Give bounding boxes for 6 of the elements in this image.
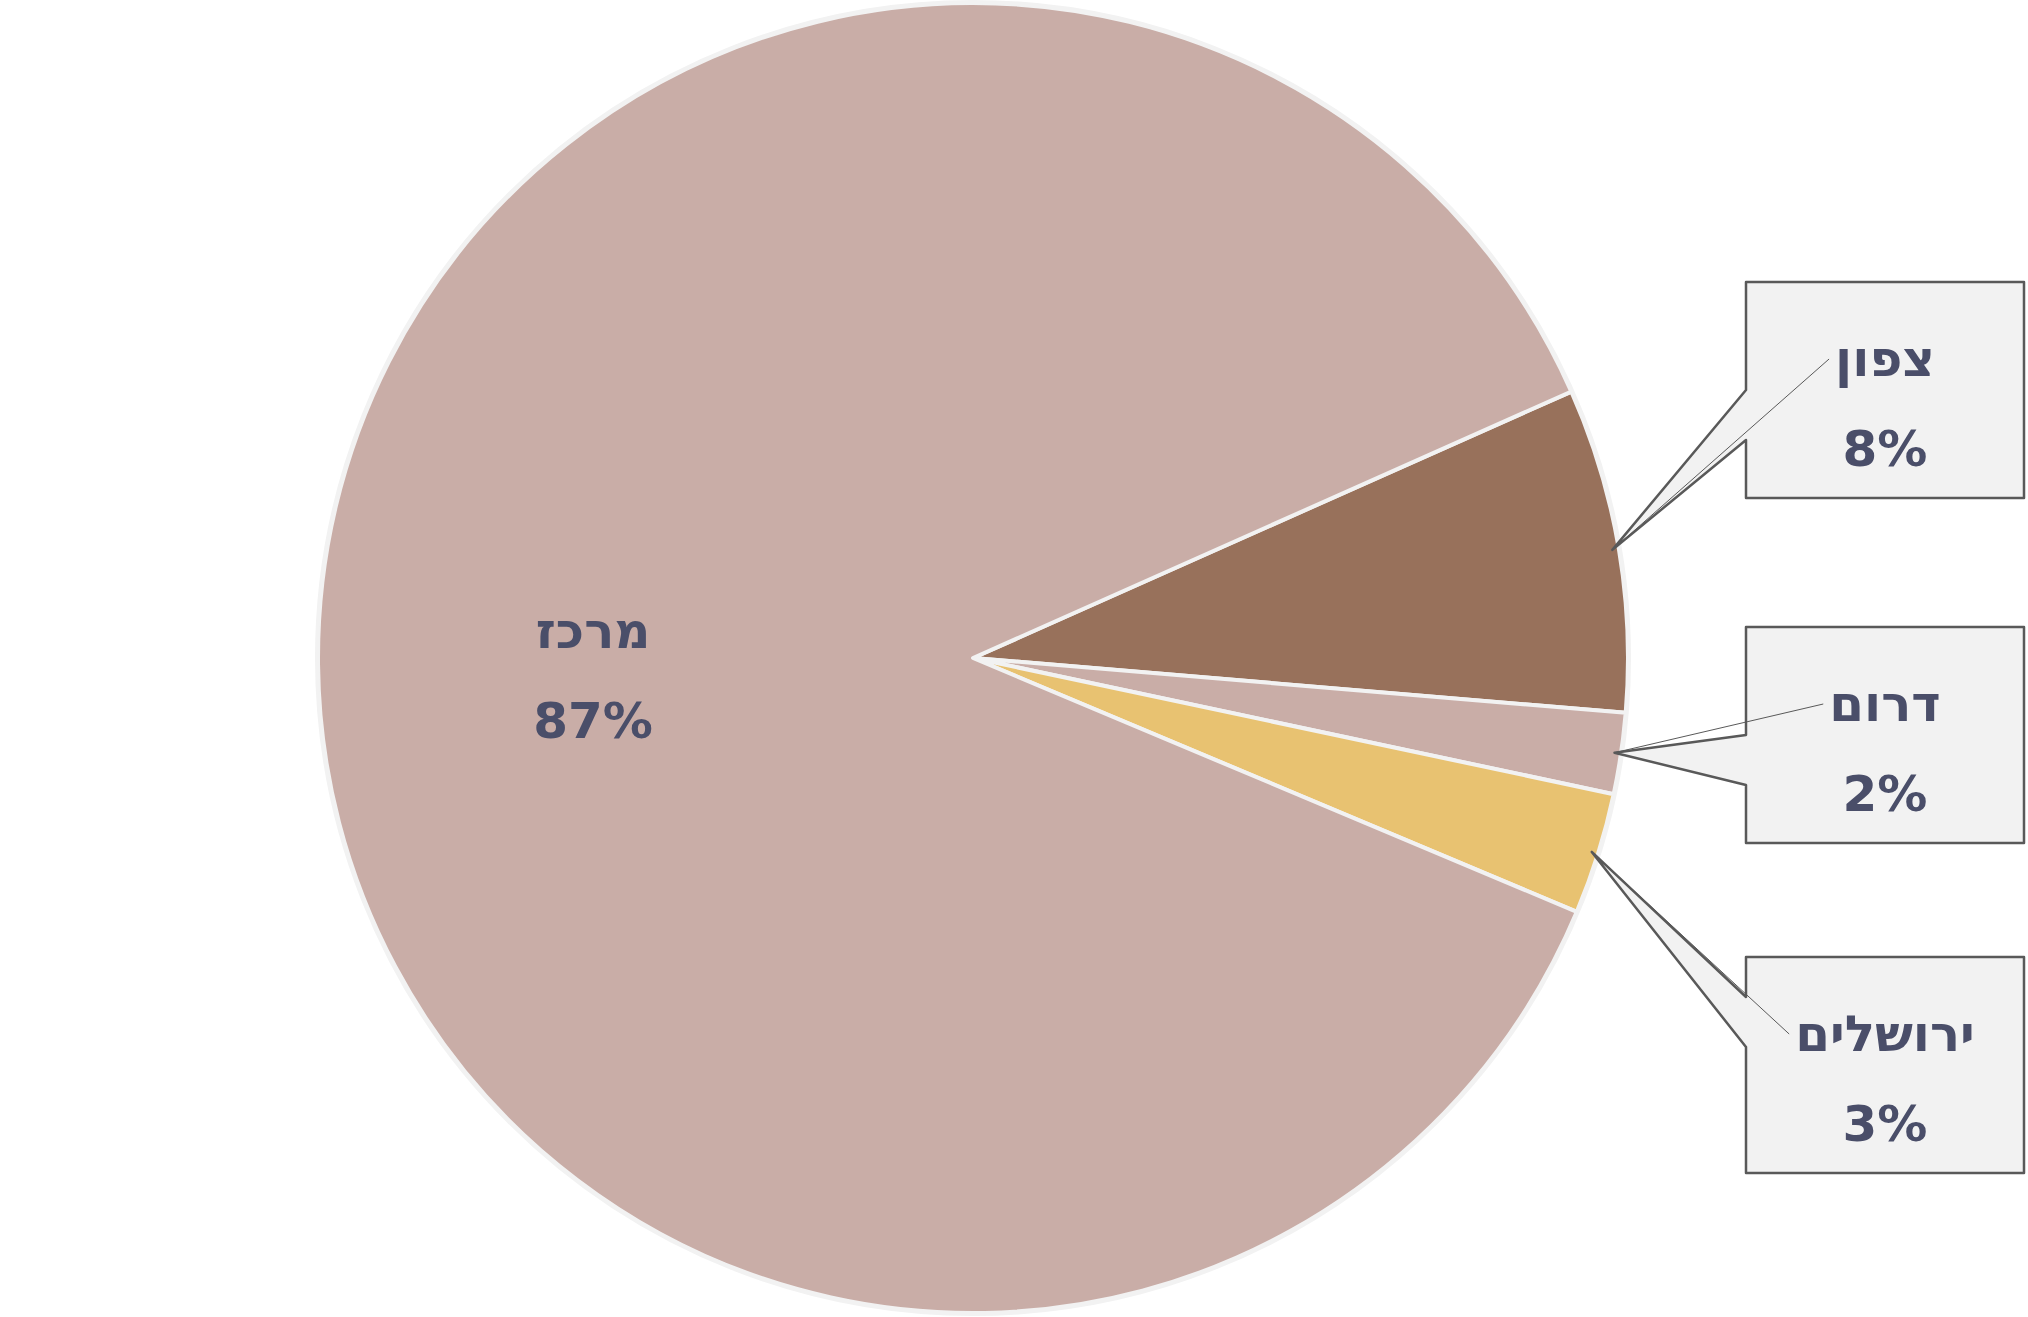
slice-label: צפון xyxy=(1835,330,1935,388)
slice-label: ירושלים xyxy=(1795,1005,1975,1063)
slice-label: דרום xyxy=(1829,675,1941,733)
data-label: 3% xyxy=(1842,1095,1928,1153)
data-label: 8% xyxy=(1842,420,1928,478)
data-label: 2% xyxy=(1842,765,1928,823)
